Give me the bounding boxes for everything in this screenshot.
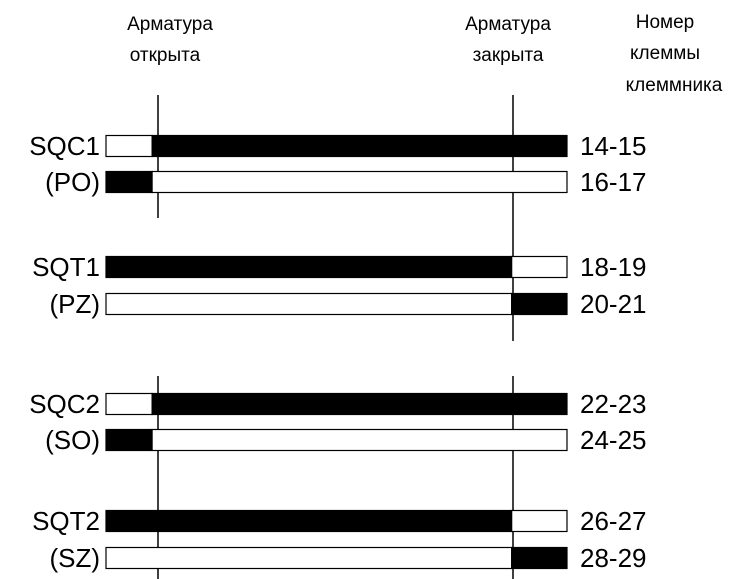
switch-row: (SO) 24-25 <box>45 425 646 455</box>
terminal-numbers: 20-21 <box>580 289 647 319</box>
switch-group: SQC2 22-23 (SO) 24-25 <box>29 389 646 455</box>
switch-name: SQT1 <box>32 252 100 282</box>
header-closed: Арматура закрыта <box>465 14 551 66</box>
terminal-numbers: 22-23 <box>580 389 647 419</box>
contact-closed-segment <box>511 546 568 570</box>
switch-row: (PZ) 20-21 <box>49 289 646 319</box>
switch-row: SQC1 14-15 <box>29 131 646 161</box>
header-terminal-line-3: клеммника <box>626 75 723 96</box>
header-open-line-2: открыта <box>130 45 201 66</box>
switch-name: (PZ) <box>49 289 100 319</box>
terminal-numbers: 28-29 <box>580 543 647 573</box>
terminal-numbers: 26-27 <box>580 506 647 536</box>
switch-rows: SQC1 14-15 (PO) 16-17 SQT1 18-19 (PZ) 20-21 SQC2… <box>29 131 646 573</box>
switch-row: (SZ) 28-29 <box>49 543 646 573</box>
terminal-numbers: 16-17 <box>580 167 647 197</box>
switch-name: SQT2 <box>32 506 100 536</box>
contact-closed-segment <box>511 292 568 316</box>
header-open: Арматура открыта <box>127 14 213 66</box>
switch-group: SQT2 26-27 (SZ) 28-29 <box>32 506 646 573</box>
header-open-line-1: Арматура <box>127 14 213 35</box>
switch-row: SQT2 26-27 <box>32 506 646 536</box>
switch-group: SQC1 14-15 (PO) 16-17 <box>29 131 646 197</box>
contact-open-segment <box>511 255 568 279</box>
switch-row: (PO) 16-17 <box>45 167 646 197</box>
terminal-numbers: 24-25 <box>580 425 647 455</box>
contact-closed-segment <box>105 509 513 533</box>
header-terminal-line-1: Номер <box>636 12 694 33</box>
contact-open-segment <box>105 392 153 416</box>
contact-open-segment <box>151 170 568 194</box>
switch-row: SQT1 18-19 <box>32 252 646 282</box>
terminal-numbers: 18-19 <box>580 252 647 282</box>
switch-group: SQT1 18-19 (PZ) 20-21 <box>32 252 646 319</box>
contact-closed-segment <box>105 255 513 279</box>
header-closed-line-2: закрыта <box>473 45 544 66</box>
contact-closed-segment <box>151 134 568 158</box>
header-closed-line-1: Арматура <box>465 14 551 35</box>
switch-name: SQC1 <box>29 131 100 161</box>
contact-open-segment <box>105 546 513 570</box>
switch-name: SQC2 <box>29 389 100 419</box>
header-terminal-line-2: клеммы <box>630 43 700 64</box>
position-lines <box>157 95 514 579</box>
contact-open-segment <box>105 134 153 158</box>
contact-closed-segment <box>151 392 568 416</box>
contact-closed-segment <box>105 428 153 452</box>
switch-name: (SO) <box>45 425 100 455</box>
contact-open-segment <box>151 428 568 452</box>
switch-name: (SZ) <box>49 543 100 573</box>
switch-row: SQC2 22-23 <box>29 389 646 419</box>
header-terminal: Номер клеммы клеммника <box>626 12 723 96</box>
contact-closed-segment <box>105 170 153 194</box>
contact-open-segment <box>511 509 568 533</box>
switch-name: (PO) <box>45 167 100 197</box>
contact-open-segment <box>105 292 513 316</box>
terminal-numbers: 14-15 <box>580 131 647 161</box>
